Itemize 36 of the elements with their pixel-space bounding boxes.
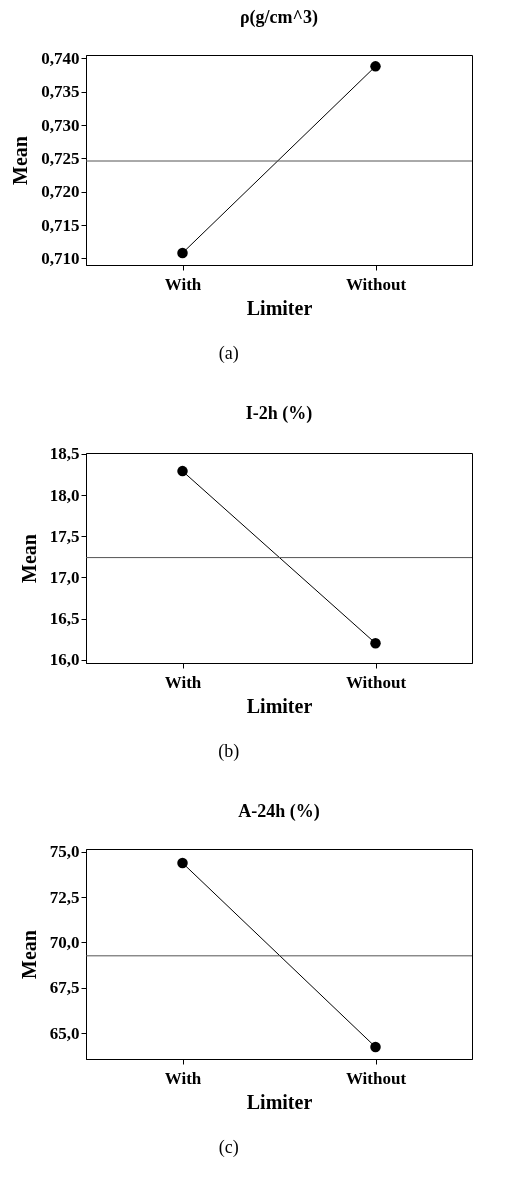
y-tick-label: 0,740: [41, 48, 80, 68]
chart-title: A-24h (%): [238, 800, 320, 822]
x-tick-label: With: [164, 1068, 202, 1088]
y-tick-label: 16,0: [49, 650, 80, 670]
y-tick-label: 0,725: [41, 148, 80, 168]
x-tick-label: With: [164, 274, 202, 294]
y-tick-label: 16,5: [49, 609, 80, 629]
chart-title: ρ(g/cm^3): [239, 7, 319, 29]
y-tick-label: 0,710: [41, 248, 80, 268]
x-axis-title: Limiter: [246, 1090, 313, 1113]
x-tick-label: Without: [345, 274, 407, 294]
y-tick-label: 0,735: [41, 82, 80, 102]
y-tick-label: 0,715: [41, 215, 80, 235]
text: (b): [218, 741, 240, 762]
x-tick-label: With: [164, 672, 202, 692]
x-axis-title: Limiter: [246, 296, 313, 319]
y-tick-label: 18,5: [49, 444, 80, 464]
y-axis-title: Mean: [17, 534, 40, 583]
y-tick-label: 70,0: [49, 932, 80, 952]
x-tick-label: Without: [345, 1068, 407, 1088]
text: (c): [218, 1137, 239, 1158]
y-axis-title: Mean: [17, 930, 40, 979]
y-tick-label: 75,0: [49, 842, 80, 862]
text: (a): [218, 343, 239, 364]
x-tick-label: Without: [345, 672, 407, 692]
x-axis-title: Limiter: [246, 694, 313, 717]
chart-title: I-2h (%): [245, 402, 313, 424]
y-tick-label: 18,0: [49, 485, 80, 505]
y-tick-label: 17,5: [49, 526, 80, 546]
y-tick-label: 17,0: [49, 567, 80, 587]
y-tick-label: 72,5: [49, 887, 80, 907]
y-tick-label: 65,0: [49, 1023, 80, 1043]
y-tick-label: 67,5: [49, 978, 80, 998]
y-tick-label: 0,720: [41, 182, 80, 202]
y-tick-label: 0,730: [41, 115, 80, 135]
y-axis-title: Mean: [9, 136, 32, 185]
